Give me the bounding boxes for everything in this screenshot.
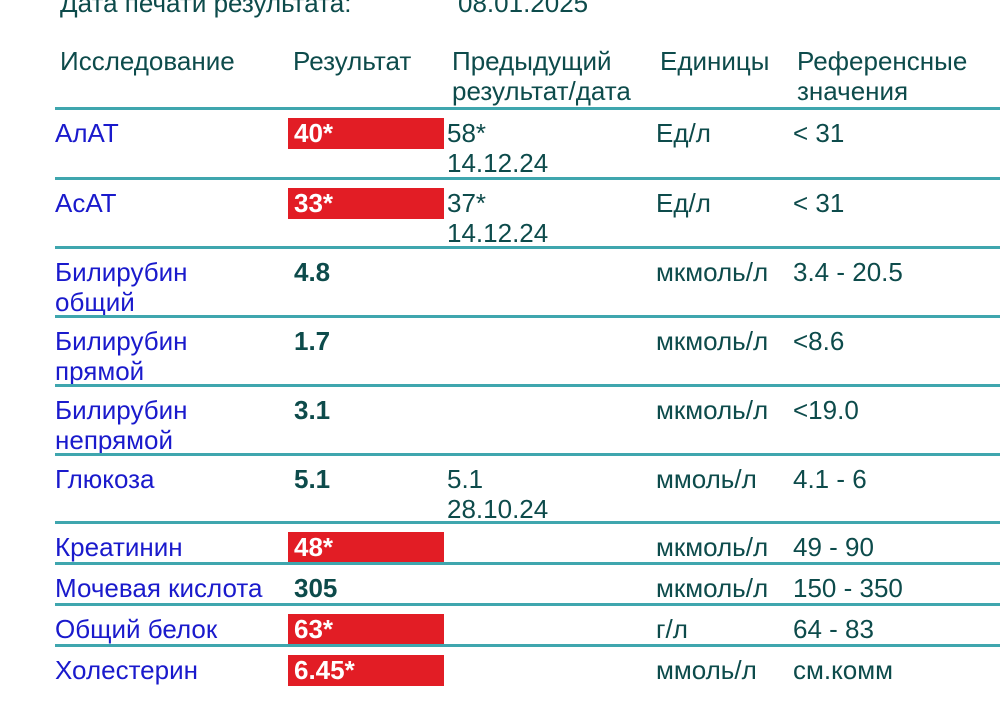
print-date: 08.01.2025 bbox=[458, 0, 589, 18]
table-row: Билирубин непрямой 3.1 мкмоль/л <19.0 bbox=[0, 384, 1000, 455]
row-divider bbox=[55, 246, 1000, 249]
result-value: 4.8 bbox=[294, 257, 331, 287]
reference-range: см.комм bbox=[793, 655, 893, 685]
table-row: АсАТ 33* 37* 14.12.24 Ед/л < 31 bbox=[0, 177, 1000, 248]
test-name: Мочевая кислота bbox=[55, 573, 263, 603]
test-name: АлАТ bbox=[55, 118, 119, 148]
row-divider bbox=[55, 562, 1000, 565]
header-test: Исследование bbox=[60, 46, 235, 76]
units: Ед/л bbox=[656, 118, 711, 148]
table-row: Общий белок 63* г/л 64 - 83 bbox=[0, 603, 1000, 645]
row-divider bbox=[55, 644, 1000, 647]
header-units: Единицы bbox=[660, 46, 770, 76]
row-divider bbox=[55, 107, 1000, 110]
test-name: Общий белок bbox=[55, 614, 218, 644]
print-date-label: Дата печати результата: bbox=[60, 0, 352, 18]
previous-result: 37* 14.12.24 bbox=[447, 188, 549, 248]
units: мкмоль/л bbox=[656, 573, 769, 603]
table-row: Билирубин прямой 1.7 мкмоль/л <8.6 bbox=[0, 315, 1000, 386]
result-value: 5.1 bbox=[294, 464, 331, 494]
reference-range: < 31 bbox=[793, 118, 845, 148]
test-name: Холестерин bbox=[55, 655, 198, 685]
test-name: АсАТ bbox=[55, 188, 117, 218]
result-value: 305 bbox=[294, 573, 338, 603]
row-divider bbox=[55, 453, 1000, 456]
units: Ед/л bbox=[656, 188, 711, 218]
reference-range: <19.0 bbox=[793, 395, 859, 425]
header-previous: Предыдущий результат/дата bbox=[452, 46, 631, 106]
table-row: АлАТ 40* 58* 14.12.24 Ед/л < 31 bbox=[0, 107, 1000, 178]
units: ммоль/л bbox=[656, 464, 757, 494]
result-value: 6.45* bbox=[288, 655, 444, 686]
test-name: Билирубин общий bbox=[55, 257, 188, 317]
units: мкмоль/л bbox=[656, 257, 769, 287]
row-divider bbox=[55, 315, 1000, 318]
result-value: 1.7 bbox=[294, 326, 331, 356]
row-divider bbox=[55, 177, 1000, 180]
units: г/л bbox=[656, 614, 688, 644]
header-reference: Референсные значения bbox=[797, 46, 968, 106]
test-name: Билирубин прямой bbox=[55, 326, 188, 386]
result-value: 40* bbox=[288, 118, 444, 149]
test-name: Глюкоза bbox=[55, 464, 155, 494]
previous-result: 5.1 28.10.24 bbox=[447, 464, 549, 524]
test-name: Креатинин bbox=[55, 532, 183, 562]
reference-range: 4.1 - 6 bbox=[793, 464, 867, 494]
previous-result: 58* 14.12.24 bbox=[447, 118, 549, 178]
row-divider bbox=[55, 521, 1000, 524]
reference-range: 3.4 - 20.5 bbox=[793, 257, 903, 287]
reference-range: 64 - 83 bbox=[793, 614, 874, 644]
table-row: Глюкоза 5.1 5.1 28.10.24 ммоль/л 4.1 - 6 bbox=[0, 453, 1000, 524]
result-value: 63* bbox=[288, 614, 444, 645]
units: ммоль/л bbox=[656, 655, 757, 685]
table-row: Билирубин общий 4.8 мкмоль/л 3.4 - 20.5 bbox=[0, 246, 1000, 317]
table-row: Мочевая кислота 305 мкмоль/л 150 - 350 bbox=[0, 562, 1000, 603]
table-row: Холестерин 6.45* ммоль/л см.комм bbox=[0, 644, 1000, 686]
row-divider bbox=[55, 603, 1000, 606]
result-value: 33* bbox=[288, 188, 444, 219]
reference-range: < 31 bbox=[793, 188, 845, 218]
units: мкмоль/л bbox=[656, 395, 769, 425]
header-result: Результат bbox=[293, 46, 412, 76]
result-value: 3.1 bbox=[294, 395, 331, 425]
reference-range: <8.6 bbox=[793, 326, 845, 356]
table-row: Креатинин 48* мкмоль/л 49 - 90 bbox=[0, 521, 1000, 563]
row-divider bbox=[55, 384, 1000, 387]
result-value: 48* bbox=[288, 532, 444, 563]
reference-range: 49 - 90 bbox=[793, 532, 874, 562]
test-name: Билирубин непрямой bbox=[55, 395, 188, 455]
units: мкмоль/л bbox=[656, 326, 769, 356]
reference-range: 150 - 350 bbox=[793, 573, 903, 603]
units: мкмоль/л bbox=[656, 532, 769, 562]
